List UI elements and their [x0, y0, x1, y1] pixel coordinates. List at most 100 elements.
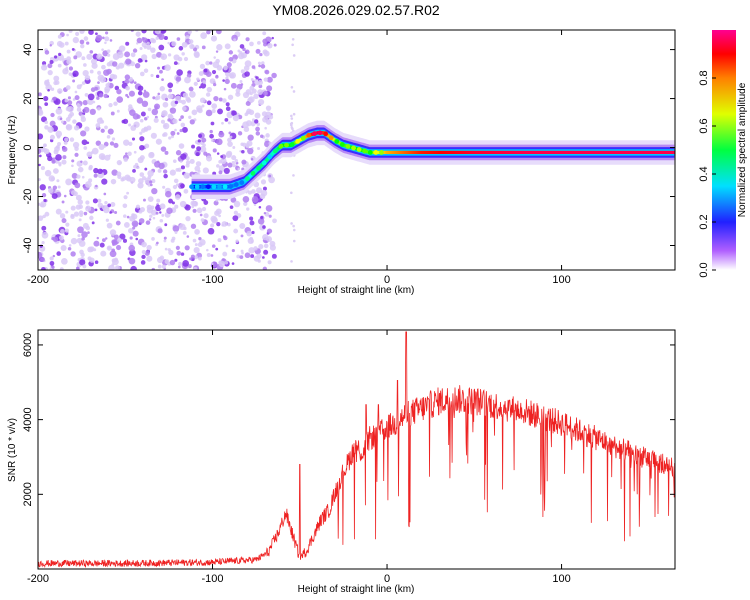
noise-speckle — [178, 143, 185, 149]
noise-speckle — [218, 214, 221, 218]
noise-speckle — [169, 259, 176, 266]
noise-speckle — [116, 171, 122, 177]
ridge-blob — [295, 138, 301, 144]
noise-speckle — [257, 218, 265, 225]
snr-x-axis: -200 -100 0 100 — [27, 330, 571, 585]
noise-speckle — [57, 88, 63, 94]
noise-speckle — [203, 213, 209, 219]
noise-speckle — [244, 112, 249, 117]
noise-speckle — [139, 144, 145, 151]
noise-speckle — [69, 137, 75, 142]
noise-speckle — [132, 230, 139, 237]
noise-speckle — [176, 37, 181, 41]
noise-speckle — [89, 215, 94, 221]
noise-speckle — [47, 69, 53, 76]
noise-speckle — [39, 184, 46, 191]
noise-speckle — [185, 160, 191, 165]
noise-speckle — [249, 41, 254, 47]
noise-speckle — [62, 146, 68, 152]
noise-speckle — [250, 78, 254, 81]
noise-speckle — [254, 112, 261, 119]
noise-speckle — [139, 118, 144, 123]
noise-speckle — [228, 57, 234, 62]
noise-speckle — [222, 251, 228, 257]
noise-speckle — [70, 205, 76, 211]
noise-speckle — [143, 45, 147, 49]
colorbar-label: Normalized spectral amplitude — [737, 82, 748, 217]
noise-speckle — [264, 69, 270, 75]
noise-speckle — [182, 230, 187, 235]
noise-speckle — [42, 64, 46, 68]
noise-speckle — [218, 97, 223, 102]
noise-speckle — [211, 103, 218, 109]
noise-speckle — [200, 82, 207, 89]
noise-speckle — [148, 218, 152, 221]
noise-speckle — [38, 215, 44, 221]
noise-speckle — [149, 214, 153, 218]
noise-speckle — [59, 267, 64, 270]
noise-speckle — [87, 93, 95, 101]
noise-speckle — [212, 148, 217, 153]
x-tick-label: -200 — [27, 274, 49, 286]
noise-speckle — [54, 55, 58, 59]
noise-speckle — [174, 258, 178, 262]
noise-speckle — [83, 106, 90, 114]
noise-speckle — [239, 255, 244, 260]
noise-speckle — [197, 139, 201, 143]
noise-speckle — [258, 64, 261, 68]
ridge-blob — [272, 148, 278, 154]
ridge-blob — [334, 138, 340, 144]
ridge-blob — [284, 142, 289, 148]
noise-speckle — [257, 146, 261, 150]
noise-speckle — [179, 129, 183, 133]
noise-speckle — [152, 96, 156, 100]
noise-speckle — [149, 183, 153, 187]
ridge-blob — [351, 145, 356, 151]
noise-speckle — [260, 216, 264, 219]
noise-speckle — [99, 76, 107, 83]
noise-speckle — [196, 77, 200, 81]
noise-speckle — [157, 228, 163, 234]
noise-speckle — [205, 92, 211, 97]
noise-speckle — [180, 153, 187, 160]
noise-speckle — [83, 211, 88, 216]
noise-speckle — [101, 238, 106, 243]
noise-speckle — [151, 108, 159, 116]
noise-speckle — [213, 200, 219, 206]
noise-speckle — [173, 178, 179, 184]
noise-speckle — [192, 208, 197, 213]
noise-speckle — [50, 99, 54, 103]
noise-speckle — [89, 108, 96, 116]
noise-speckle — [81, 231, 88, 238]
noise-speckle — [128, 257, 136, 265]
noise-speckle — [196, 146, 202, 152]
noise-speckle — [64, 228, 69, 233]
noise-speckle — [256, 122, 261, 127]
noise-speckle — [161, 78, 164, 82]
noise-speckle — [182, 259, 190, 267]
noise-speckle — [38, 163, 41, 167]
noise-speckle — [163, 36, 168, 41]
ridge-blob — [356, 147, 362, 152]
noise-speckle — [91, 221, 95, 225]
noise-speckle — [232, 163, 236, 168]
noise-speckle — [122, 238, 128, 243]
noise-speckle — [242, 142, 247, 147]
noise-speckle — [74, 152, 79, 157]
noise-speckle — [74, 95, 80, 101]
noise-speckle — [84, 74, 91, 81]
noise-speckle — [58, 235, 64, 241]
noise-speckle — [188, 115, 192, 119]
noise-speckle — [199, 239, 206, 246]
noise-speckle — [63, 194, 67, 198]
y-tick-label: 20 — [22, 92, 34, 104]
noise-speckle — [225, 244, 229, 248]
noise-speckle — [103, 192, 107, 196]
noise-speckle — [167, 41, 170, 45]
noise-speckle — [76, 266, 80, 270]
noise-speckle — [174, 204, 179, 209]
noise-speckle — [106, 49, 111, 53]
noise-speckle — [124, 79, 130, 84]
noise-speckle — [158, 44, 165, 51]
